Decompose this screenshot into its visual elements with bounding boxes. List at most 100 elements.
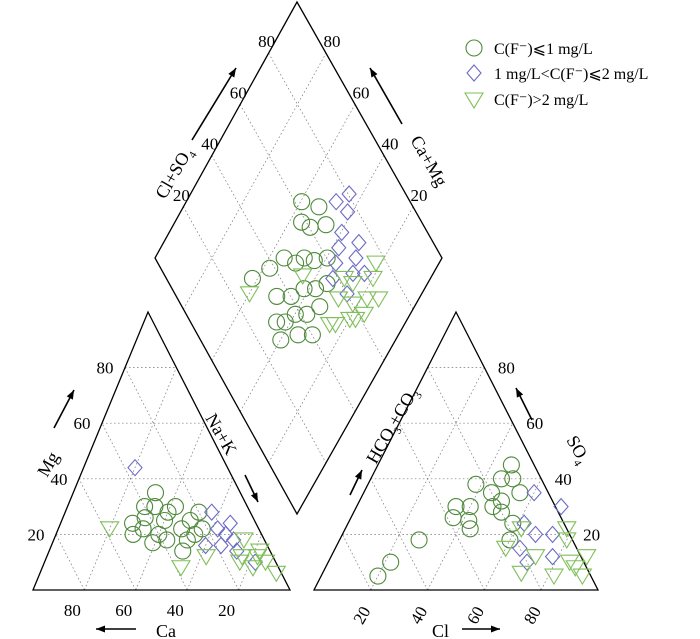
point-circle [482, 484, 501, 502]
anion-triangle-gridline [427, 423, 514, 591]
point-circle [484, 498, 502, 516]
point-diamond [213, 536, 229, 555]
tick-label-mg: 80 [97, 359, 114, 378]
point-diamond [203, 503, 220, 521]
point-triangle [249, 543, 270, 561]
point-circle [504, 514, 522, 532]
point-diamond [228, 542, 245, 560]
point-diamond [339, 203, 356, 221]
point-circle [276, 313, 294, 331]
point-circle [504, 470, 522, 488]
axis-label-na-k: Na+K [202, 410, 241, 458]
point-circle [158, 531, 176, 549]
point-triangle [232, 549, 253, 566]
tick-labels: 20 40 60 80 80 60 40 20 20 40 60 80 20 40 60 80 20 40 60 80… [28, 32, 601, 627]
tick-label-so4: 60 [526, 414, 543, 433]
point-circle [146, 498, 164, 516]
point-circle [295, 249, 313, 267]
point-diamond [225, 531, 242, 549]
arrow-ca-head [96, 625, 105, 633]
point-triangle [171, 560, 191, 577]
point-circle [382, 553, 400, 571]
point-circle [144, 534, 162, 552]
cation-triangle-gridline [186, 478, 234, 591]
tick-label-mg: 60 [74, 414, 91, 433]
point-circle [174, 542, 192, 560]
point-circle [136, 509, 154, 527]
point-circle [268, 313, 286, 331]
point-circle [282, 287, 300, 305]
diamond-gridline [183, 206, 327, 463]
axis-label-ca-mg: Ca+Mg [407, 132, 452, 190]
tick-label-so4: 20 [583, 525, 600, 544]
diamond-gridline [211, 155, 356, 412]
point-triangle [363, 270, 383, 288]
point-circle [492, 470, 510, 488]
plot-frames [32, 0, 600, 591]
axis-label-hco3-co3: HCO3+CO3 [362, 384, 425, 469]
point-diamond [527, 525, 544, 544]
axis-arrows [53, 67, 533, 633]
axis-label-cl: Cl [432, 621, 449, 639]
point-circle [461, 498, 479, 516]
diamond-gridline [239, 155, 385, 412]
arrow-cl-so4-head [228, 68, 236, 78]
point-diamond [553, 497, 569, 516]
point-triangle [99, 521, 120, 538]
cation-triangle-gridline [135, 423, 206, 591]
point-circle [303, 326, 321, 344]
point-circle [511, 484, 529, 502]
legend: C(F⁻)⩽1 mg/L 1 mg/L<C(F⁻)⩽2 mg/L C(F⁻)>2… [464, 39, 648, 110]
cation-triangle-gridline [124, 367, 239, 591]
legend-label-1: C(F⁻)⩽1 mg/L [494, 41, 593, 58]
point-circle [124, 514, 142, 532]
point-triangle [319, 317, 340, 334]
point-circle [261, 259, 279, 277]
point-circle [501, 531, 519, 549]
tick-label-cl-so4: 20 [173, 186, 190, 205]
point-diamond [356, 264, 373, 283]
point-circle [293, 193, 311, 211]
point-diamond [512, 539, 528, 558]
point-circle [369, 567, 387, 585]
point-diamond [328, 254, 344, 272]
point-triangle [559, 554, 580, 572]
point-triangle [525, 549, 546, 566]
point-diamond [197, 536, 214, 555]
diamond-gridline [183, 53, 327, 310]
point-triangle [196, 549, 217, 566]
point-diamond [339, 285, 355, 303]
point-triangle [544, 568, 564, 586]
point-circle [289, 326, 307, 344]
arrow-ca-mg [369, 67, 403, 125]
grid-lines [55, 53, 570, 591]
arrow-cl-head [491, 625, 500, 633]
point-diamond [127, 458, 143, 477]
point-triangle [495, 540, 516, 558]
tick-label-cl-so4: 60 [230, 83, 247, 102]
diamond-gridline [239, 104, 385, 361]
legend-label-3: C(F⁻)>2 mg/L [494, 92, 588, 109]
legend-label-2: 1 mg/L<C(F⁻)⩽2 mg/L [494, 66, 648, 83]
anion-triangle-gridline [342, 534, 372, 591]
tick-label-mg: 40 [51, 470, 68, 489]
point-triangle [572, 568, 593, 586]
tick-label-ca-mg: 80 [324, 32, 341, 51]
diamond-gridline [268, 206, 414, 463]
point-diamond [345, 264, 361, 283]
point-circle [467, 475, 485, 493]
tick-label-mg: 20 [28, 525, 45, 544]
arrow-ca-mg-head [370, 68, 378, 78]
point-diamond [331, 238, 347, 257]
tick-label-ca: 40 [167, 601, 184, 620]
point-circle [186, 525, 204, 543]
point-circle [193, 520, 211, 538]
point-circle [166, 498, 184, 516]
anion-triangle-gridline [398, 423, 485, 591]
point-triangle [565, 560, 586, 577]
anion-triangle-frame [312, 310, 600, 591]
tick-label-cl: 60 [463, 603, 488, 627]
point-triangle [266, 565, 287, 583]
point-circle [502, 456, 520, 474]
point-circle [318, 249, 336, 267]
